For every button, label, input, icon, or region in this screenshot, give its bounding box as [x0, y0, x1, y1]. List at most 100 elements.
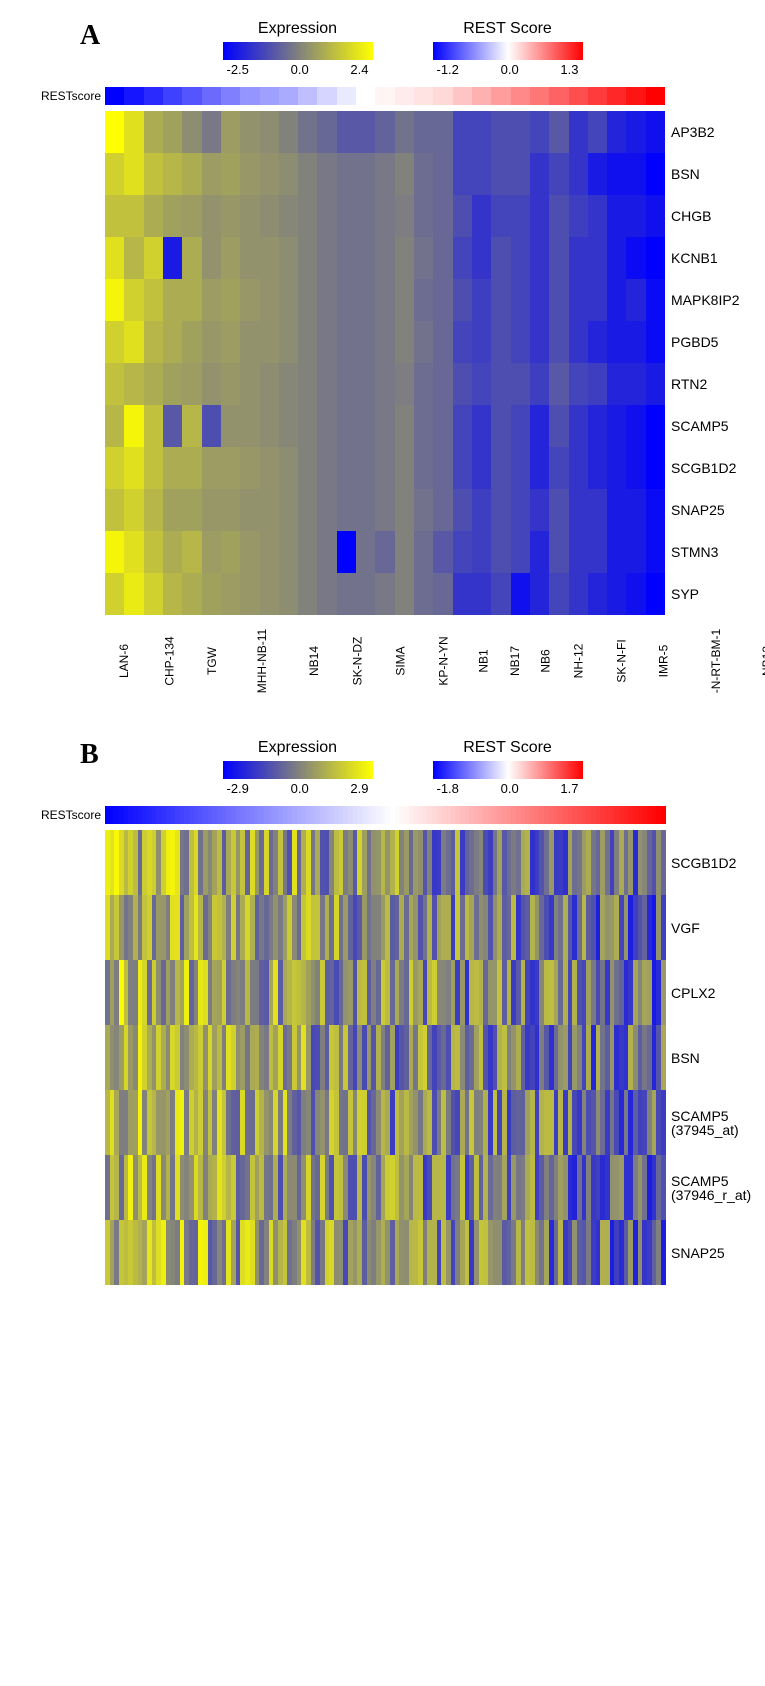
- heatmap-cell: [279, 279, 298, 321]
- heatmap-row: [105, 960, 665, 1025]
- heatmap-cell: [279, 153, 298, 195]
- heatmap-cell: [105, 321, 124, 363]
- tick: 0.0: [291, 62, 309, 77]
- rest-gradient-b: [433, 761, 583, 779]
- row-label: AP3B2: [671, 111, 739, 153]
- heatmap-cell: [588, 489, 607, 531]
- heatmap-cell: [433, 195, 452, 237]
- row-label: KCNB1: [671, 237, 739, 279]
- heatmap-cell: [375, 363, 394, 405]
- heatmap-cell: [240, 195, 259, 237]
- heatmap-cell: [646, 111, 665, 153]
- heatmap-cell: [569, 531, 588, 573]
- heatmap-cell: [356, 363, 375, 405]
- spacer: [40, 830, 105, 1285]
- expression-legend-title-b: Expression: [223, 739, 373, 757]
- heatmap-cell: [588, 531, 607, 573]
- heatmap-cell: [626, 573, 645, 615]
- heatmap-cell: [124, 531, 143, 573]
- heatmap-cell: [530, 237, 549, 279]
- heatmap-cell: [240, 111, 259, 153]
- heatmap-cell: [182, 573, 201, 615]
- heatmap-cell: [433, 531, 452, 573]
- heatmap-cell: [511, 237, 530, 279]
- heatmap-cell: [472, 531, 491, 573]
- restscore-cell: [395, 87, 414, 105]
- heatmap-cell: [182, 279, 201, 321]
- heatmap-cell: [588, 153, 607, 195]
- heatmap-cell: [607, 573, 626, 615]
- row-label: BSN: [671, 1025, 751, 1090]
- heatmap-cell: [260, 111, 279, 153]
- row-label: PGBD5: [671, 321, 739, 363]
- heatmap-cell: [260, 153, 279, 195]
- row-label: CPLX2: [671, 960, 751, 1025]
- heatmap-cell: [337, 195, 356, 237]
- heatmap-cell: [298, 237, 317, 279]
- heatmap-cell: [472, 195, 491, 237]
- heatmap-cell: [375, 321, 394, 363]
- heatmap-cell: [375, 447, 394, 489]
- heatmap-cell: [317, 489, 336, 531]
- restscore-cell: [414, 87, 433, 105]
- restscore-cell: [298, 87, 317, 105]
- restscore-cell: [317, 87, 336, 105]
- heatmap-cell: [549, 531, 568, 573]
- heatmap-cell: [337, 363, 356, 405]
- rest-legend-title-b: REST Score: [433, 739, 583, 757]
- heatmap-cell: [530, 573, 549, 615]
- heatmap-cell: [105, 153, 124, 195]
- heatmap-cell: [260, 279, 279, 321]
- heatmap-cell: [202, 279, 221, 321]
- restscore-bar-a: [105, 87, 665, 105]
- heatmap-cell: [646, 237, 665, 279]
- heatmap-cell: [375, 153, 394, 195]
- heatmap-cell: [646, 279, 665, 321]
- heatmap-cell: [356, 405, 375, 447]
- heatmap-cell: [414, 573, 433, 615]
- restscore-cell: [202, 87, 221, 105]
- heatmap-cell: [433, 111, 452, 153]
- restscore-cell: [221, 87, 240, 105]
- heatmap-cell: [279, 447, 298, 489]
- heatmap-cell: [661, 895, 666, 960]
- restscore-cell: [356, 87, 375, 105]
- restscore-label-b: RESTscore: [40, 806, 105, 824]
- heatmap-cell: [453, 573, 472, 615]
- heatmap-cell: [337, 279, 356, 321]
- heatmap-cell: [221, 279, 240, 321]
- tick: 0.0: [501, 62, 519, 77]
- heatmap-cell: [202, 321, 221, 363]
- heatmap-cell: [182, 321, 201, 363]
- heatmap-cell: [433, 405, 452, 447]
- heatmap-cell: [240, 237, 259, 279]
- heatmap-cell: [221, 363, 240, 405]
- heatmap-cell: [337, 153, 356, 195]
- heatmap-cell: [511, 195, 530, 237]
- heatmap-cell: [240, 153, 259, 195]
- heatmap-row: [105, 321, 665, 363]
- row-label: SCAMP5: [671, 405, 739, 447]
- heatmap-cell: [661, 830, 666, 895]
- restscore-cell: [530, 87, 549, 105]
- heatmap-cell: [182, 363, 201, 405]
- heatmap-cell: [607, 111, 626, 153]
- heatmap-cell: [491, 111, 510, 153]
- heatmap-cell: [202, 237, 221, 279]
- heatmap-cell: [124, 573, 143, 615]
- heatmap-cell: [375, 279, 394, 321]
- heatmap-cell: [549, 447, 568, 489]
- col-label: NB13: [727, 642, 765, 676]
- heatmap-row: [105, 573, 665, 615]
- heatmap-cell: [163, 447, 182, 489]
- heatmap-cell: [626, 279, 645, 321]
- heatmap-cell: [240, 321, 259, 363]
- heatmap-cell: [337, 321, 356, 363]
- heatmap-cell: [260, 321, 279, 363]
- row-label: SCAMP5(37946_r_at): [671, 1155, 751, 1220]
- heatmap-cell: [472, 573, 491, 615]
- heatmap-cell: [124, 447, 143, 489]
- heatmap-cell: [588, 279, 607, 321]
- tick: -2.9: [227, 781, 249, 796]
- heatmap-cell: [221, 195, 240, 237]
